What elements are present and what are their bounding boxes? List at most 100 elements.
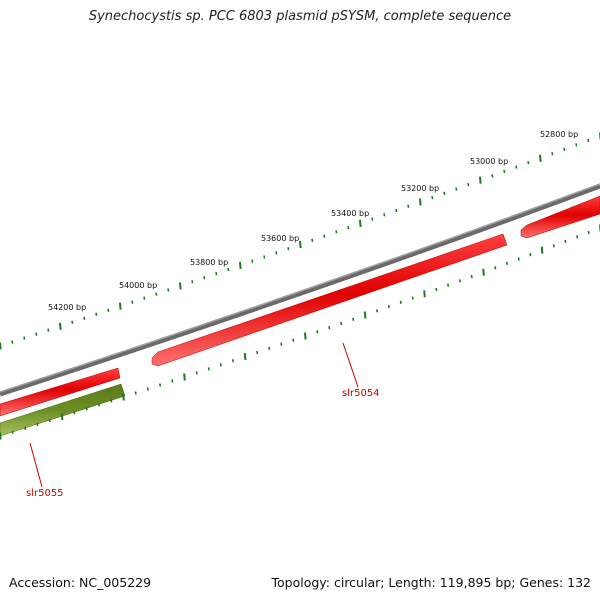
minor-tick xyxy=(387,304,390,309)
gene-arrow-slr5054[interactable] xyxy=(151,233,508,367)
minor-tick xyxy=(383,213,386,217)
minor-tick xyxy=(470,274,473,279)
minor-tick xyxy=(256,350,259,355)
minor-tick xyxy=(443,191,446,195)
minor-tick xyxy=(494,266,497,270)
major-tick xyxy=(540,246,544,254)
minor-tick xyxy=(155,292,158,296)
minor-tick xyxy=(447,283,450,287)
minor-tick xyxy=(134,391,137,395)
minor-tick xyxy=(36,422,39,427)
minor-tick xyxy=(251,259,254,263)
gene-arrow[interactable] xyxy=(520,195,600,239)
gene-arrow-slr5055[interactable] xyxy=(0,383,126,437)
plasmid-backbone xyxy=(0,183,600,397)
minor-tick xyxy=(455,187,458,191)
major-tick xyxy=(183,373,186,381)
minor-tick xyxy=(207,367,210,371)
scale-label: 54200 bp xyxy=(48,303,86,312)
minor-tick xyxy=(24,426,27,430)
scale-label: 53400 bp xyxy=(331,209,369,218)
major-tick xyxy=(0,342,2,350)
minor-tick xyxy=(268,346,271,351)
minor-tick xyxy=(552,244,555,248)
minor-tick xyxy=(195,371,198,375)
major-tick xyxy=(539,154,542,162)
label-leader-slr5054 xyxy=(342,342,359,388)
minor-tick xyxy=(85,407,88,411)
major-tick xyxy=(423,290,426,298)
minor-tick xyxy=(551,152,554,156)
minor-tick xyxy=(131,300,134,304)
scale-labels: 52800 bp 53000 bp 53200 bp 53400 bp 5360… xyxy=(48,130,578,312)
minor-tick xyxy=(231,359,235,363)
minor-tick xyxy=(219,363,222,367)
minor-tick xyxy=(215,271,218,276)
minor-tick xyxy=(575,143,578,147)
minor-tick xyxy=(399,300,402,304)
minor-tick xyxy=(203,276,206,280)
minor-tick xyxy=(107,308,110,312)
scale-label: 53800 bp xyxy=(190,258,228,267)
gene-label-slr5055[interactable]: slr5055 xyxy=(26,488,64,499)
minor-tick xyxy=(227,267,230,272)
inner-tick-ring xyxy=(0,224,600,440)
minor-tick xyxy=(323,234,326,238)
minor-tick xyxy=(491,174,494,178)
label-leader-slr5055 xyxy=(29,442,43,488)
minor-tick xyxy=(83,316,86,320)
major-tick xyxy=(60,413,64,421)
minor-tick xyxy=(515,165,518,169)
major-tick xyxy=(0,432,2,440)
minor-tick xyxy=(159,383,162,387)
minor-tick xyxy=(171,379,174,383)
minor-tick xyxy=(146,387,149,391)
minor-tick xyxy=(467,182,470,187)
minor-tick xyxy=(292,338,295,342)
scale-label: 53000 bp xyxy=(470,157,508,166)
minor-tick xyxy=(11,340,14,344)
major-tick xyxy=(59,322,62,330)
minor-tick xyxy=(110,399,113,403)
major-tick xyxy=(479,176,482,184)
minor-tick xyxy=(395,208,398,213)
minor-tick xyxy=(587,138,590,143)
minor-tick xyxy=(503,169,506,174)
major-tick xyxy=(304,332,307,340)
minor-tick xyxy=(335,230,338,234)
minor-tick xyxy=(517,257,520,261)
major-tick xyxy=(482,268,485,276)
scale-label: 53600 bp xyxy=(261,234,299,243)
map-title: Synechocystis sp. PCC 6803 plasmid pSYSM… xyxy=(88,9,512,24)
major-tick xyxy=(363,311,367,319)
minor-tick xyxy=(11,430,14,434)
minor-tick xyxy=(263,255,266,259)
minor-tick xyxy=(431,195,434,200)
minor-tick xyxy=(47,328,50,332)
major-tick xyxy=(299,240,302,249)
gene-label-slr5054[interactable]: slr5054 xyxy=(342,388,380,399)
major-tick xyxy=(419,198,422,206)
minor-tick xyxy=(328,326,331,330)
minor-tick xyxy=(563,147,566,152)
major-tick xyxy=(243,353,247,361)
minor-tick xyxy=(35,332,38,336)
minor-tick xyxy=(564,239,567,244)
accession-text: Accession: NC_005229 xyxy=(9,575,152,590)
minor-tick xyxy=(191,280,194,284)
minor-tick xyxy=(576,235,579,239)
major-tick xyxy=(239,261,242,269)
minor-tick xyxy=(411,296,414,300)
minor-tick xyxy=(23,336,26,340)
scale-label: 54000 bp xyxy=(119,281,157,290)
major-tick xyxy=(359,219,362,227)
gene-arrow[interactable] xyxy=(0,367,121,417)
minor-tick xyxy=(527,161,530,165)
minor-tick xyxy=(347,225,350,230)
minor-tick xyxy=(48,418,51,423)
scale-label: 53200 bp xyxy=(401,184,439,193)
minor-tick xyxy=(435,287,438,292)
minor-tick xyxy=(458,279,461,283)
minor-tick xyxy=(371,217,374,221)
